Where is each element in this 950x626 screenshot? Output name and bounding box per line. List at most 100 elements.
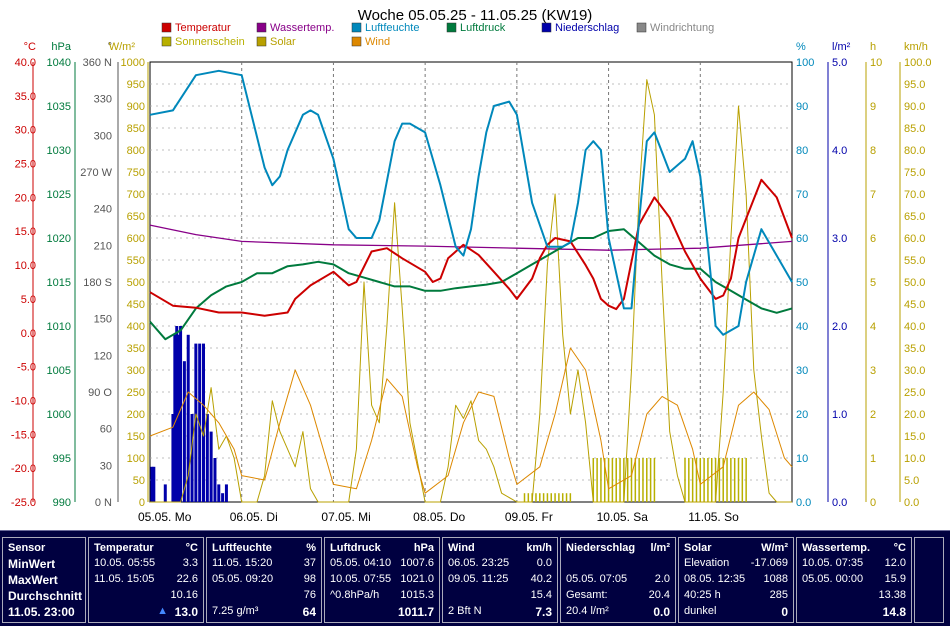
left-tick-3-18: 100 bbox=[127, 453, 145, 465]
right-tick-3-17: 15.0 bbox=[904, 431, 925, 443]
right-tick-3-15: 25.0 bbox=[904, 387, 925, 399]
row-label-max: MaxWert bbox=[8, 573, 58, 587]
right-tick-0-3: 70 bbox=[796, 189, 808, 201]
right-tick-0-8: 20 bbox=[796, 409, 808, 421]
wind-max: 40.2 bbox=[530, 573, 552, 585]
legend-label-0: Temperatur bbox=[175, 22, 231, 34]
left-tick-3-14: 300 bbox=[127, 365, 145, 377]
wind-panel: Wind km/h 06.05. 23:25 0.0 09.05. 11:25 40… bbox=[442, 537, 558, 623]
right-tick-3-11: 45.0 bbox=[904, 299, 925, 311]
temperatur-min-time: 10.05. 05:55 bbox=[94, 557, 156, 569]
plot-area bbox=[149, 61, 793, 503]
legend-label-1: Wassertemp. bbox=[270, 22, 334, 34]
right-tick-2-0: 10 bbox=[870, 57, 882, 69]
right-tick-3-16: 20.0 bbox=[904, 409, 925, 421]
niederschlag-bar bbox=[194, 343, 198, 502]
luftdruck-header: Luftdruck bbox=[330, 542, 381, 554]
left-tick-2-0: 360 N bbox=[83, 57, 112, 69]
legend-swatch-3 bbox=[446, 22, 457, 33]
right-tick-3-8: 60.0 bbox=[904, 233, 925, 245]
left-tick-0-11: -15.0 bbox=[11, 429, 36, 441]
wind-header: Wind bbox=[448, 542, 475, 554]
luftdruck-unit: hPa bbox=[413, 542, 434, 554]
left-tick-3-8: 600 bbox=[127, 233, 145, 245]
left-tick-2-4: 240 bbox=[94, 204, 112, 216]
left-tick-2-10: 60 bbox=[100, 424, 112, 436]
right-tick-3-4: 80.0 bbox=[904, 145, 925, 157]
left-tick-1-6: 1010 bbox=[47, 321, 71, 333]
left-tick-3-16: 200 bbox=[127, 409, 145, 421]
left-tick-3-9: 550 bbox=[127, 255, 145, 267]
wind-min-time: 06.05. 23:25 bbox=[448, 557, 510, 569]
right-tick-3-14: 30.0 bbox=[904, 365, 925, 377]
wassertemp-min: 12.0 bbox=[884, 557, 906, 569]
left-tick-3-10: 500 bbox=[127, 277, 145, 289]
x-tick-label-6: 11.05. So bbox=[688, 510, 739, 524]
luftfeuchte-max-time: 05.05. 09:20 bbox=[212, 573, 274, 585]
summary-panel: Sensor MinWert MaxWert Durchschnitt 11.0… bbox=[0, 530, 950, 626]
wassertemp-avg: 13.38 bbox=[878, 589, 906, 601]
wassertemp-panel: Wassertemp. °C 10.05. 07:35 12.0 05.05. 0… bbox=[796, 537, 912, 623]
left-tick-3-0: 1000 bbox=[121, 57, 145, 69]
right-tick-0-9: 10 bbox=[796, 453, 808, 465]
sensor-panel: Sensor MinWert MaxWert Durchschnitt 11.0… bbox=[2, 537, 86, 623]
left-tick-3-2: 900 bbox=[127, 101, 145, 113]
x-tick-label-1: 06.05. Di bbox=[230, 510, 278, 524]
right-tick-2-10: 0 bbox=[870, 497, 876, 509]
row-label-min: MinWert bbox=[8, 557, 56, 571]
left-tick-1-7: 1005 bbox=[47, 365, 71, 377]
solar-max-time: 08.05. 12:35 bbox=[684, 573, 746, 585]
luftfeuchte-max: 98 bbox=[303, 573, 316, 585]
left-tick-0-6: 10.0 bbox=[15, 260, 36, 272]
right-tick-1-1: 4.0 bbox=[832, 145, 847, 157]
solar-state: dunkel bbox=[684, 605, 717, 617]
left-axis-unit-0: °C bbox=[24, 41, 36, 53]
niederschlag-bar bbox=[152, 466, 156, 502]
right-tick-1-2: 3.0 bbox=[832, 233, 847, 245]
left-tick-2-3: 270 W bbox=[80, 167, 112, 179]
luftdruck-min: 1007.6 bbox=[400, 557, 434, 569]
right-tick-3-12: 40.0 bbox=[904, 321, 925, 333]
left-tick-3-11: 450 bbox=[127, 299, 145, 311]
luftfeuchte-current: 64 bbox=[302, 605, 316, 619]
right-tick-1-4: 1.0 bbox=[832, 409, 847, 421]
solar-header: Solar bbox=[684, 542, 712, 554]
legend-swatch-6 bbox=[161, 36, 172, 47]
right-axis-unit-3: km/h bbox=[904, 41, 928, 53]
left-tick-1-2: 1030 bbox=[47, 145, 71, 157]
niederschlag-bar bbox=[173, 334, 177, 502]
niederschlag-header: Niederschlag bbox=[566, 542, 636, 554]
left-tick-0-7: 5.0 bbox=[21, 294, 36, 306]
solar-current: 0 bbox=[781, 605, 788, 619]
niederschlag-gesamt: 20.4 bbox=[648, 589, 670, 601]
niederschlag-bar bbox=[182, 361, 186, 502]
series-line-wassertemp bbox=[149, 224, 793, 251]
right-tick-2-4: 6 bbox=[870, 233, 876, 245]
left-tick-2-2: 300 bbox=[94, 130, 112, 142]
legend-swatch-0 bbox=[161, 22, 172, 33]
legend-label-8: Wind bbox=[365, 36, 390, 48]
left-tick-3-3: 850 bbox=[127, 123, 145, 135]
right-tick-2-9: 1 bbox=[870, 453, 876, 465]
weather-chart: Woche 05.05.25 - 11.05.25 (KW19) Tempera… bbox=[11, 7, 932, 524]
niederschlag-bar bbox=[150, 466, 154, 502]
luftfeuchte-min: 37 bbox=[303, 557, 316, 569]
left-tick-3-7: 650 bbox=[127, 211, 145, 223]
x-tick-label-2: 07.05. Mi bbox=[321, 510, 370, 524]
luftfeuchte-panel: Luftfeuchte % 11.05. 15:20 37 05.05. 09:2… bbox=[206, 537, 322, 623]
right-tick-0-0: 100 bbox=[796, 57, 814, 69]
right-axis-unit-2: h bbox=[870, 41, 876, 53]
right-axis-unit-0: % bbox=[796, 41, 806, 53]
legend-swatch-4 bbox=[541, 22, 552, 33]
left-tick-3-6: 700 bbox=[127, 189, 145, 201]
left-tick-3-19: 50 bbox=[133, 475, 145, 487]
luftfeuchte-min-time: 11.05. 15:20 bbox=[212, 557, 273, 569]
left-tick-1-3: 1025 bbox=[47, 189, 71, 201]
right-axis-unit-1: l/m² bbox=[832, 41, 851, 53]
wassertemp-unit: °C bbox=[893, 542, 906, 554]
niederschlag-bar bbox=[177, 334, 181, 502]
right-tick-1-0: 5.0 bbox=[832, 57, 847, 69]
niederschlag-unit: l/m² bbox=[650, 542, 670, 554]
left-tick-1-10: 990 bbox=[53, 497, 71, 509]
chart-axes: 05.05. Mo 06.05. Di 07.05. Mi 08.05. Do 09.0… bbox=[11, 41, 932, 524]
